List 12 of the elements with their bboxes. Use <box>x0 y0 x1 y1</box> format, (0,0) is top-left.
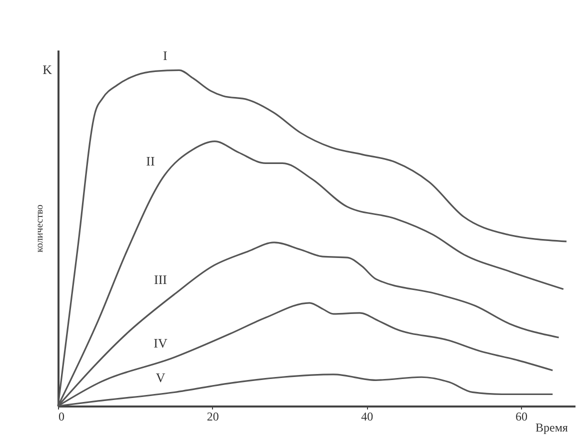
text: K <box>42 62 53 78</box>
x-tick-label: 20 <box>206 410 219 424</box>
series-label: III <box>154 272 168 288</box>
series-label: II <box>146 153 155 168</box>
series-label: V <box>156 370 166 386</box>
series-label: I <box>162 48 168 64</box>
x-tick-label: 0 <box>58 410 64 424</box>
y-axis-title: количество <box>34 204 46 252</box>
x-tick-label: 40 <box>361 410 374 424</box>
x-tick-label: 60 <box>515 410 528 424</box>
x-axis-title: Время <box>535 420 568 434</box>
series-label: IV <box>154 335 168 350</box>
